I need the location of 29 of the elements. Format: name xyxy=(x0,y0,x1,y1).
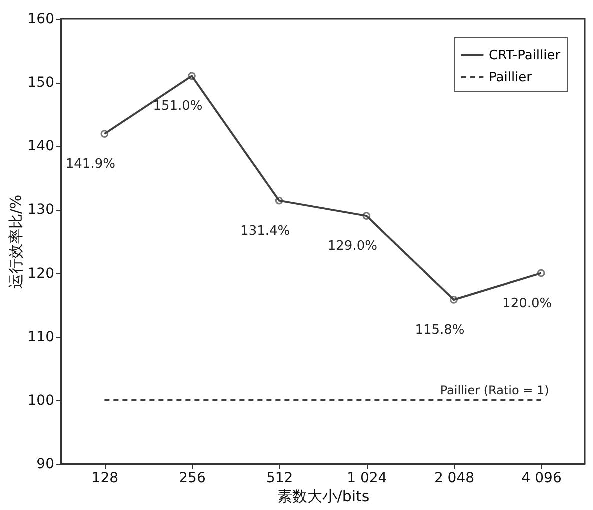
point xyxy=(362,212,371,220)
data-label: 129.0% xyxy=(328,239,378,254)
y-tick-label: 160 xyxy=(28,12,54,28)
y-tick-label: 90 xyxy=(36,456,54,472)
data-label: 120.0% xyxy=(502,296,552,312)
x-tick-label: 256 xyxy=(179,470,206,486)
y-tick-label: 110 xyxy=(28,329,54,346)
x-tick-label: 4 096 xyxy=(522,470,562,486)
y-tick-label: 150 xyxy=(28,75,54,92)
y-tick-label: 130 xyxy=(28,202,54,218)
annotation: Paillier (Ratio = 1) xyxy=(440,383,550,398)
data-label: 115.8% xyxy=(415,322,465,338)
data-label: 141.9% xyxy=(66,157,116,172)
x-tick-label: 1 024 xyxy=(347,470,388,486)
x-axis-title: 素数大小/bits xyxy=(277,488,370,506)
x-tick-label: 128 xyxy=(92,470,119,486)
data-label: 131.4% xyxy=(240,224,290,239)
x-tick-label: 2 048 xyxy=(434,470,475,486)
y-tick-label: 120 xyxy=(28,266,54,282)
legend-label: Paillier xyxy=(489,70,533,86)
point xyxy=(275,196,284,205)
y-tick-label: 100 xyxy=(28,392,54,409)
point xyxy=(450,296,458,304)
y-tick-label: 140 xyxy=(28,138,54,155)
data-label: 151.0% xyxy=(153,99,203,114)
legend-label: CRT-Paillier xyxy=(489,48,562,64)
point xyxy=(188,72,196,80)
y-axis-title: 运行效率比/% xyxy=(6,194,25,290)
x-tick-label: 512 xyxy=(266,470,294,486)
